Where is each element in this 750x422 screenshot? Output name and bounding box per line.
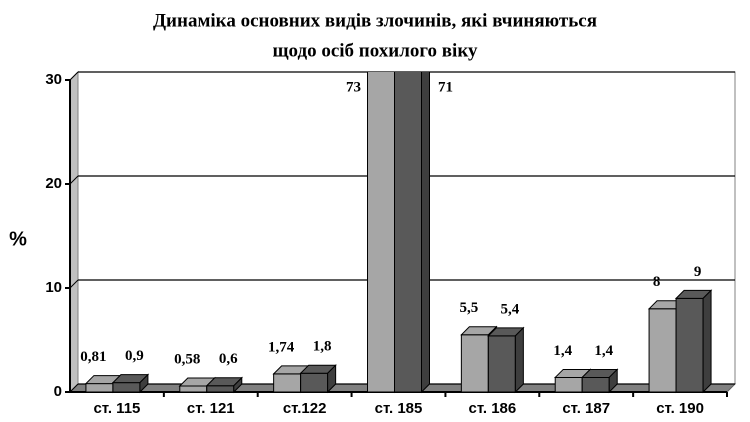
bar [460, 334, 489, 393]
bar-side [233, 376, 243, 394]
grid-line [69, 383, 79, 393]
data-label: 8 [653, 274, 661, 290]
data-label: 71 [438, 79, 453, 95]
bar [85, 383, 114, 393]
bar [394, 72, 422, 393]
grid-line [69, 175, 79, 185]
x-tick-label: ст.122 [283, 400, 327, 417]
bar-side [702, 289, 712, 394]
data-label: 0,58 [174, 351, 200, 367]
bar-side [421, 72, 430, 394]
x-tick-label: ст. 187 [562, 400, 610, 417]
data-label: 1,4 [594, 343, 613, 359]
x-tick-label: ст. 190 [656, 400, 704, 417]
grid-line [69, 279, 79, 289]
data-label: 1,74 [268, 339, 295, 355]
bar [554, 376, 583, 393]
x-tick-label: ст. 185 [375, 400, 423, 417]
y-axis-label: % [9, 228, 27, 250]
data-label: 0,6 [219, 351, 238, 367]
y-tick-label: 30 [45, 71, 62, 88]
bar [273, 373, 302, 393]
bar [581, 376, 610, 393]
bar-side [139, 373, 149, 394]
data-label: 5,4 [500, 301, 519, 317]
data-label: 1,8 [313, 339, 332, 355]
bar [179, 385, 208, 393]
bar [112, 382, 141, 393]
y-tick-label: 10 [45, 279, 62, 296]
x-tick-label: ст. 121 [187, 400, 235, 417]
data-label: 1,4 [553, 343, 572, 359]
bar-side [608, 368, 618, 394]
bar [487, 335, 516, 393]
x-tick-label: ст. 115 [93, 400, 140, 417]
x-tick-label: ст. 186 [468, 400, 516, 417]
data-label: 0,9 [125, 348, 144, 364]
chart-title: Динаміка основних видів злочинів, які вч… [153, 10, 597, 31]
bar-side [327, 364, 337, 394]
side-wall [69, 70, 79, 394]
data-label: 5,5 [459, 300, 478, 316]
chart-title: щодо осіб похилого віку [272, 40, 478, 61]
y-tick-label: 20 [45, 175, 62, 192]
y-tick-label: 0 [54, 383, 62, 400]
bar [648, 308, 677, 393]
bar [300, 372, 329, 393]
bar [206, 385, 235, 393]
bars [84, 72, 713, 394]
bar [675, 297, 704, 393]
data-label: 0,81 [80, 349, 106, 365]
data-label: 9 [694, 264, 702, 280]
bar [367, 72, 395, 393]
data-label: 73 [346, 79, 361, 95]
grid-line [69, 71, 79, 81]
bar-side [514, 326, 524, 394]
